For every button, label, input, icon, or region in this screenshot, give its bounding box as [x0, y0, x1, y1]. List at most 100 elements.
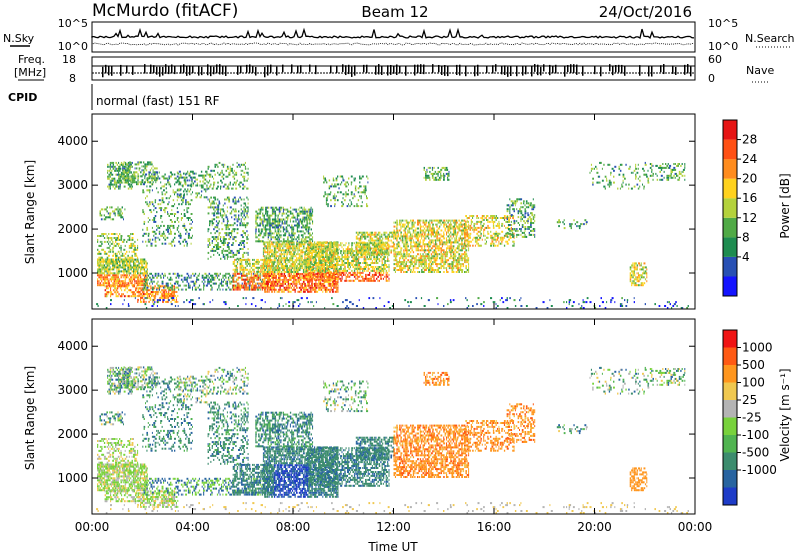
range-gate-cell	[169, 185, 172, 188]
range-gate-cell	[266, 228, 268, 231]
range-gate-cell	[291, 280, 294, 283]
range-gate-cell	[160, 217, 162, 219]
range-gate-cell	[210, 220, 212, 223]
range-gate-cell	[115, 252, 117, 255]
range-gate-cell	[279, 259, 282, 262]
range-gate-cell	[186, 230, 188, 233]
range-gate-cell	[384, 256, 386, 259]
range-gate-cell	[247, 280, 250, 283]
range-gate-cell	[111, 165, 113, 168]
range-gate-cell	[298, 236, 300, 239]
freq-tick-mark	[213, 66, 215, 75]
range-gate-cell	[309, 290, 312, 293]
range-gate-cell	[154, 171, 156, 174]
range-gate-cell	[371, 275, 374, 278]
range-gate-cell	[152, 291, 154, 293]
range-gate-cell	[260, 206, 263, 209]
range-gate-cell	[235, 202, 237, 205]
range-gate-cell	[187, 203, 189, 206]
range-gate-cell	[315, 290, 317, 293]
range-gate-cell	[264, 259, 266, 262]
range-gate-cell	[287, 230, 289, 233]
range-gate-cell	[210, 284, 212, 287]
range-gate-cell	[137, 294, 139, 297]
range-gate-cell	[322, 245, 324, 248]
range-gate-cell	[180, 174, 182, 177]
freq-tick-mark	[663, 64, 665, 75]
range-gate-cell	[265, 206, 267, 209]
range-gate-cell	[280, 208, 282, 211]
range-gate-cell	[207, 181, 210, 184]
range-gate-cell	[151, 282, 153, 285]
freq-tick-mark	[375, 66, 377, 75]
range-gate-cell	[224, 232, 226, 235]
range-gate-cell	[285, 257, 288, 260]
range-gate-cell	[297, 259, 299, 262]
range-gate-cell	[229, 206, 232, 209]
range-gate-cell	[176, 179, 179, 182]
range-gate-cell	[273, 210, 275, 213]
range-gate-cell	[156, 276, 158, 279]
range-gate-cell	[167, 181, 169, 184]
range-gate-cell	[125, 161, 127, 164]
range-gate-cell	[123, 254, 125, 257]
range-gate-cell	[330, 242, 332, 245]
range-gate-cell	[329, 288, 331, 291]
range-gate-cell	[154, 240, 157, 243]
range-gate-cell	[113, 280, 116, 283]
range-gate-cell	[294, 267, 296, 270]
range-gate-cell	[362, 277, 364, 280]
range-gate-cell	[206, 188, 208, 191]
range-gate-cell	[243, 214, 245, 217]
range-gate-cell	[130, 179, 132, 182]
range-gate-cell	[222, 165, 225, 168]
range-gate-cell	[187, 184, 189, 187]
range-gate-cell	[366, 277, 369, 280]
range-gate-cell	[103, 282, 106, 285]
range-gate-cell	[298, 273, 301, 275]
range-gate-cell	[171, 294, 173, 297]
range-gate-cell	[189, 284, 191, 287]
range-gate-cell	[176, 217, 179, 219]
range-gate-cell	[287, 247, 290, 250]
date-title: 24/Oct/2016	[599, 3, 692, 21]
range-gate-cell	[257, 262, 260, 265]
range-gate-cell	[278, 278, 280, 281]
range-gate-cell	[228, 187, 230, 190]
range-gate-cell	[151, 173, 153, 176]
range-gate-cell	[225, 214, 227, 217]
range-gate-cell	[243, 224, 246, 227]
range-gate-cell	[116, 179, 119, 182]
range-gate-cell	[126, 295, 128, 298]
range-gate-cell	[207, 167, 209, 170]
range-gate-cell	[290, 275, 292, 277]
range-gate-cell	[333, 242, 335, 245]
range-gate-cell	[109, 206, 111, 209]
range-gate-cell	[101, 272, 103, 275]
range-gate-cell	[382, 256, 385, 259]
range-gate-cell	[130, 258, 132, 261]
range-gate-cell	[289, 261, 291, 264]
range-gate-cell	[245, 286, 247, 289]
range-gate-cell	[285, 212, 288, 215]
range-gate-cell	[153, 205, 155, 208]
range-gate-cell	[274, 226, 276, 229]
range-gate-cell	[355, 273, 358, 276]
range-gate-cell	[231, 216, 233, 219]
range-gate-cell	[279, 284, 281, 287]
range-gate-cell	[242, 272, 245, 275]
range-gate-cell	[175, 177, 177, 180]
range-gate-cell	[293, 267, 296, 270]
range-gate-cell	[239, 165, 241, 168]
range-gate-cell	[165, 228, 168, 231]
range-gate-cell	[117, 250, 120, 253]
range-gate-cell	[189, 217, 191, 219]
range-gate-cell	[300, 284, 302, 287]
range-gate-cell	[114, 208, 117, 211]
range-gate-cell	[322, 286, 324, 289]
range-gate-cell	[190, 274, 192, 277]
range-gate-cell	[260, 222, 262, 225]
range-gate-cell	[318, 280, 320, 283]
range-gate-cell	[127, 183, 130, 186]
range-gate-cell	[297, 257, 300, 260]
